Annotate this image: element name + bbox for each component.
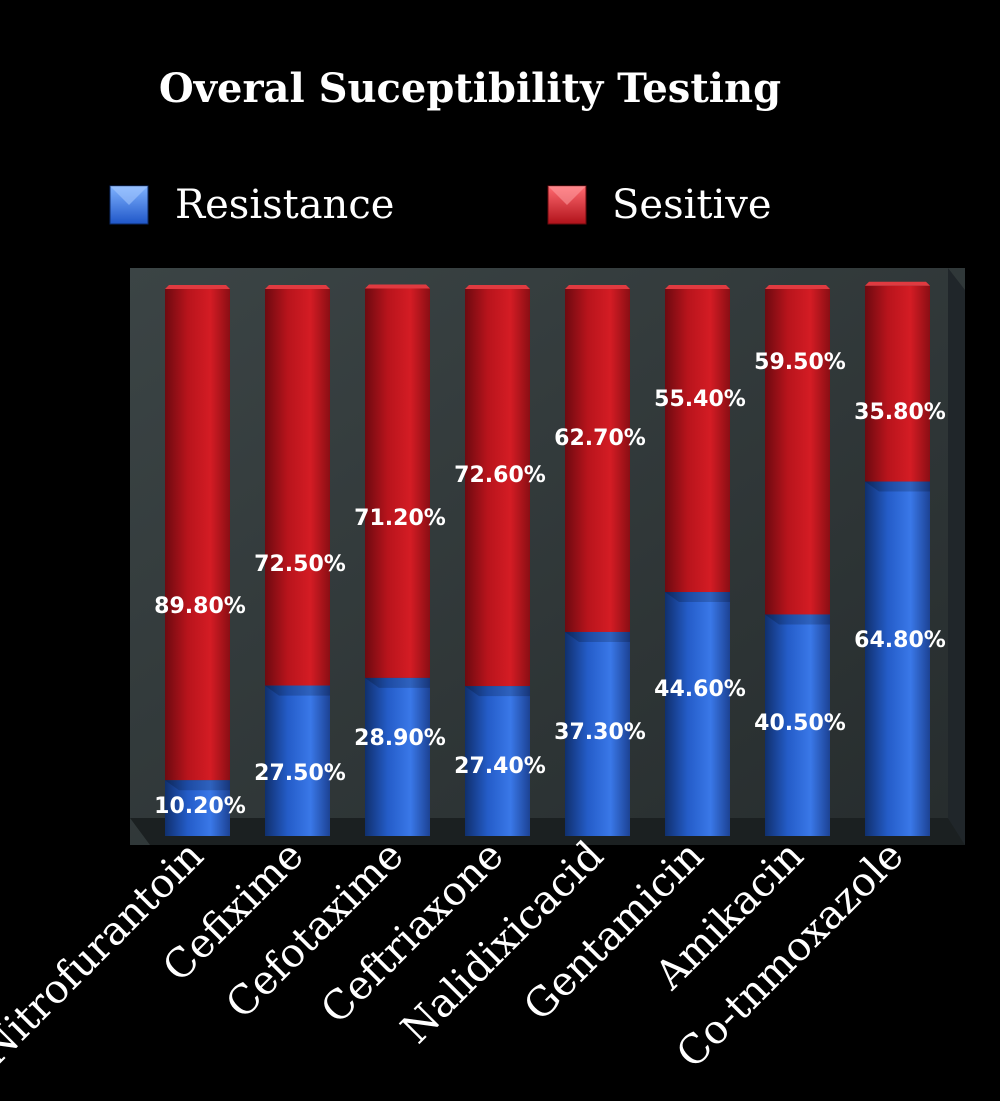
bar-sesitive-3 <box>465 289 530 687</box>
data-labels: 10.20% 89.80% 27.50% 72.50% 28.90% 71.20% 27.4… <box>154 350 946 819</box>
bar-cap-4 <box>565 285 630 289</box>
bar-sesitive-7 <box>865 285 930 482</box>
bars <box>165 281 930 836</box>
bar-boundary-shade-5 <box>665 592 730 603</box>
bar-cap-1 <box>265 285 330 289</box>
data-label-resistance-0: 10.20% <box>154 794 246 819</box>
data-label-resistance-5: 44.60% <box>654 677 746 702</box>
plot-back-wall <box>130 268 965 845</box>
bar-boundary-shade-3 <box>465 686 530 697</box>
bar-boundary-shade-0 <box>165 780 230 791</box>
legend-item-resistance: Resistance <box>109 182 394 228</box>
data-label-sesitive-2: 71.20% <box>354 506 446 531</box>
bar-resistance-3 <box>465 686 530 836</box>
bar-cap-0 <box>165 285 230 289</box>
bar-boundary-shade-4 <box>565 631 630 642</box>
bar-sesitive-0 <box>165 289 230 781</box>
data-label-resistance-3: 27.40% <box>454 754 546 779</box>
plot-floor <box>130 818 965 845</box>
bar-boundary-shade-2 <box>365 677 430 688</box>
data-label-resistance-2: 28.90% <box>354 726 446 751</box>
plot-area <box>130 268 965 845</box>
legend-label-resistance: Resistance <box>175 182 394 228</box>
bar-cap-2 <box>365 284 430 289</box>
bar-cap-3 <box>465 285 530 289</box>
bar-cap-7 <box>865 281 930 286</box>
bar-boundary-shade-6 <box>765 614 830 625</box>
bar-sesitive-4 <box>565 289 630 632</box>
data-label-sesitive-1: 72.50% <box>254 552 346 577</box>
bar-sesitive-5 <box>665 289 730 593</box>
data-label-resistance-1: 27.50% <box>254 761 346 786</box>
bar-resistance-6 <box>765 614 830 836</box>
bar-boundary-shade-1 <box>265 685 330 696</box>
category-labels: NitrofurantoinCefiximeCefotaximeCeftriax… <box>0 833 913 1078</box>
data-label-sesitive-0: 89.80% <box>154 594 246 619</box>
data-label-sesitive-5: 55.40% <box>654 387 746 412</box>
legend: Resistance Sesitive <box>109 182 772 228</box>
bar-resistance-4 <box>565 631 630 836</box>
legend-label-sesitive: Sesitive <box>612 182 772 228</box>
legend-item-sesitive: Sesitive <box>547 182 772 228</box>
bar-boundary-shade-7 <box>865 481 930 492</box>
chart-title: Overal Suceptibility Testing <box>159 65 781 112</box>
data-label-resistance-4: 37.30% <box>554 720 646 745</box>
bar-sesitive-2 <box>365 288 430 678</box>
data-label-resistance-7: 64.80% <box>854 628 946 653</box>
bar-resistance-0 <box>165 780 230 836</box>
data-label-sesitive-4: 62.70% <box>554 426 646 451</box>
data-label-sesitive-3: 72.60% <box>454 463 546 488</box>
bar-resistance-5 <box>665 592 730 836</box>
bar-cap-5 <box>665 285 730 289</box>
data-label-sesitive-6: 59.50% <box>754 350 846 375</box>
bar-resistance-1 <box>265 685 330 836</box>
data-label-resistance-6: 40.50% <box>754 711 846 736</box>
bar-cap-6 <box>765 285 830 289</box>
data-label-sesitive-7: 35.80% <box>854 400 946 425</box>
bar-resistance-7 <box>865 481 930 836</box>
legend-swatch-bevel-sesitive <box>548 186 586 205</box>
bar-sesitive-1 <box>265 289 330 686</box>
legend-swatch-bevel-resistance <box>110 186 148 205</box>
bar-sesitive-6 <box>765 289 830 615</box>
plot-right-wall <box>948 268 965 845</box>
bar-resistance-2 <box>365 677 430 836</box>
